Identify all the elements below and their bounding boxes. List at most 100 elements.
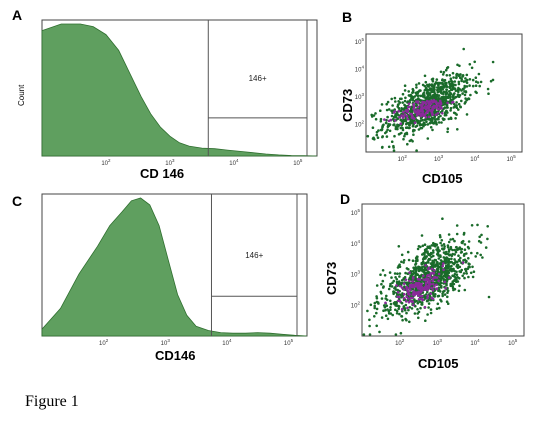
panel-d-event	[403, 309, 407, 312]
panel-b-event	[371, 126, 375, 129]
panel-b-event	[384, 121, 388, 125]
panel-d-event	[479, 241, 483, 244]
panel-b-event	[440, 121, 443, 124]
panel-d-event	[420, 267, 424, 271]
panel-d-event	[455, 232, 459, 236]
panel-d-event	[463, 252, 466, 256]
panel-b-event	[402, 111, 405, 114]
panel-b-event	[434, 100, 438, 103]
panel-d-event	[431, 289, 435, 292]
panel-b-event	[401, 126, 404, 130]
panel-d-event	[416, 308, 419, 311]
panel-d-event	[462, 231, 466, 235]
panel-b-event	[452, 76, 455, 79]
panel-d-event	[416, 247, 420, 251]
panel-d-event	[414, 271, 418, 275]
panel-d-event	[402, 282, 406, 286]
panel-d-event	[453, 272, 457, 276]
panel-b-event	[402, 115, 405, 119]
panel-d-event	[409, 275, 413, 278]
panel-d-event	[412, 291, 415, 294]
panel-b-event	[430, 99, 434, 103]
panel-d-event	[423, 255, 427, 258]
panel-d-event	[441, 276, 444, 279]
panel-d-event	[446, 291, 449, 295]
panel-d-event	[460, 250, 464, 254]
panel-b-event	[453, 102, 456, 106]
panel-d-event	[430, 267, 434, 271]
panel-d-event	[448, 260, 451, 264]
panel-b-event	[446, 130, 449, 134]
panel-d-event	[446, 295, 449, 299]
panel-d-event	[464, 267, 468, 271]
panel-d-event	[414, 273, 418, 277]
panel-d-event	[453, 258, 456, 261]
panel-b-event	[457, 80, 461, 84]
panel-d-event	[427, 271, 430, 275]
panel-b-event	[402, 119, 406, 123]
panel-d-event	[479, 253, 483, 257]
panel-b-x-tick-3: 104	[470, 154, 480, 163]
panel-d-event	[467, 240, 471, 243]
panel-b-event	[444, 103, 447, 106]
panel-b-event	[491, 78, 495, 82]
panel-d-event	[447, 240, 451, 244]
panel-d-event	[411, 283, 415, 287]
panel-b-event	[454, 83, 457, 87]
panel-d-event	[416, 301, 420, 305]
panel-b-event	[468, 84, 471, 87]
panel-d-event	[377, 302, 380, 305]
panel-d-event	[440, 244, 444, 247]
panel-d-event	[398, 300, 402, 303]
panel-letter-d: D	[340, 191, 350, 207]
panel-d-event	[450, 264, 453, 268]
panel-d-event	[431, 279, 435, 283]
panel-d-event	[449, 238, 452, 241]
panel-b-event	[421, 123, 424, 126]
panel-d-event	[400, 281, 403, 285]
panel-d-event	[412, 285, 416, 289]
panel-d-event	[432, 241, 435, 245]
panel-b-event	[396, 123, 399, 127]
panel-d-event	[395, 278, 399, 281]
panel-d-event	[474, 255, 478, 258]
panel-b-event	[445, 106, 449, 109]
panel-b-event	[449, 91, 452, 95]
panel-d-event	[384, 314, 388, 318]
panel-d-event	[436, 281, 439, 285]
panel-d-event	[411, 293, 415, 296]
panel-d-event	[433, 268, 436, 272]
panel-b-event	[456, 128, 459, 131]
panel-b-event	[416, 105, 420, 109]
panel-b-event	[453, 87, 457, 90]
panel-b-event	[437, 94, 441, 97]
panel-b-event	[432, 88, 436, 91]
panel-d-event	[453, 253, 457, 256]
panel-d-event	[436, 260, 439, 264]
panel-b-event	[398, 132, 402, 136]
panel-b-event	[439, 90, 443, 93]
panel-b-event	[421, 118, 424, 122]
panel-d-event	[400, 260, 403, 264]
panel-b-event	[424, 101, 427, 104]
panel-d-event	[438, 234, 442, 237]
panel-b-event	[416, 98, 420, 101]
panel-b-event	[427, 91, 430, 94]
panel-b-event	[407, 90, 411, 93]
panel-b-event	[426, 123, 430, 126]
panel-d-event	[435, 283, 438, 287]
panel-d-event	[424, 319, 427, 323]
panel-b-event	[416, 91, 419, 94]
panel-b-event	[429, 102, 433, 106]
panel-d-event	[410, 285, 414, 289]
panel-d-event	[438, 306, 441, 310]
panel-d-event	[380, 316, 384, 319]
panel-c-gate-label: 146+	[245, 251, 263, 260]
panel-b-event	[435, 78, 439, 81]
panel-d-event	[437, 272, 441, 276]
panel-d-event	[472, 270, 476, 274]
panel-d-event	[414, 276, 417, 279]
panel-b-event	[440, 97, 444, 101]
panel-d-event	[446, 245, 450, 249]
panel-d-event	[455, 263, 459, 267]
